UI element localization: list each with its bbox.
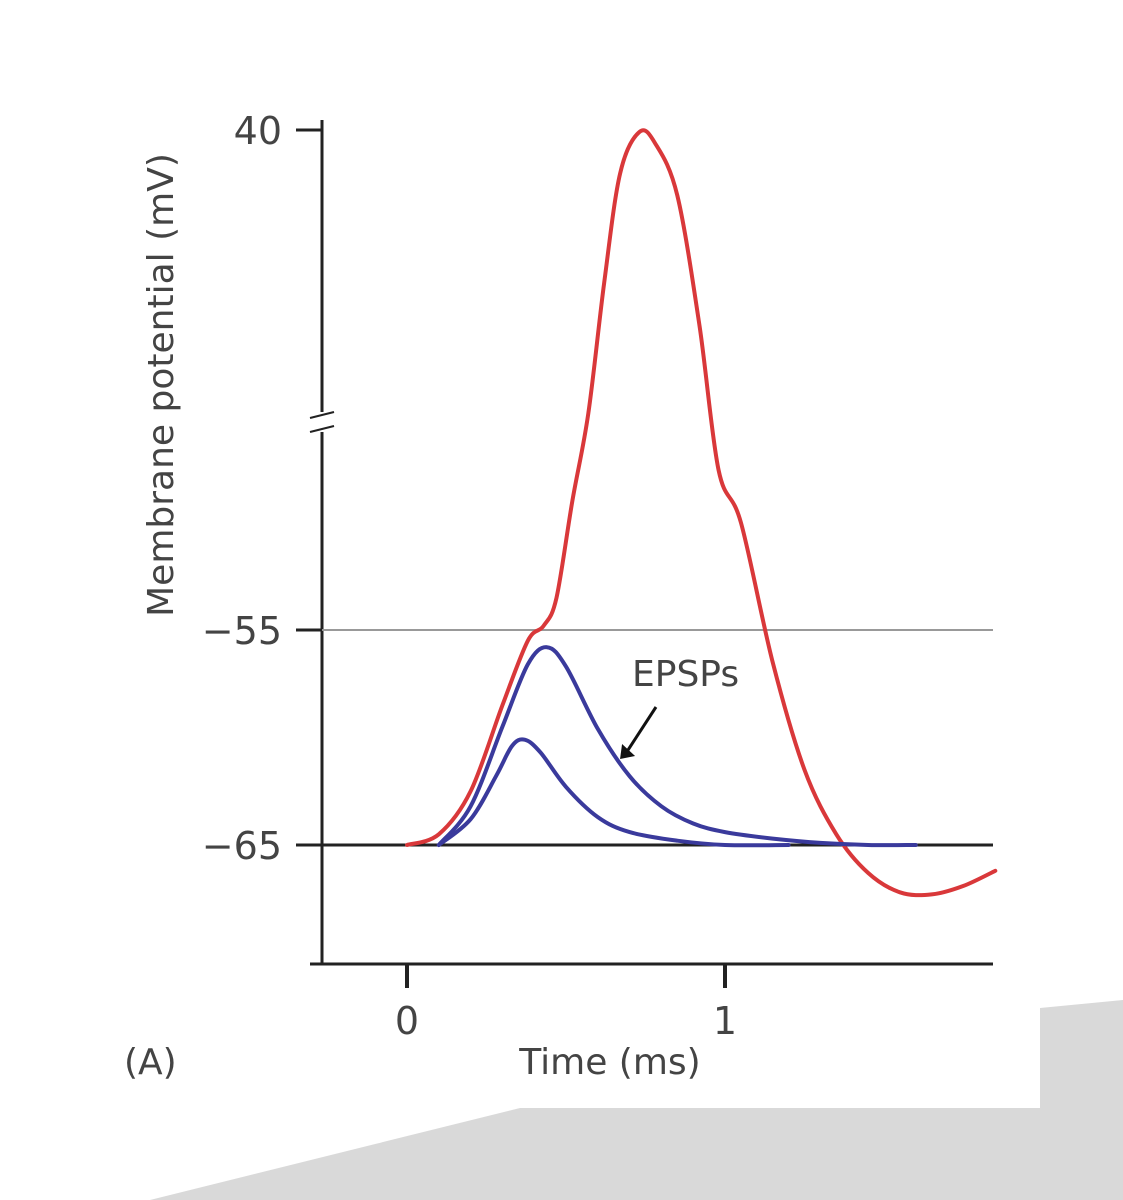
epsps-arrow-head [620, 744, 636, 759]
panel-label: (A) [124, 1042, 177, 1083]
action-potential-curve [405, 128, 998, 898]
series-layer [405, 128, 998, 898]
x-axis-title: Time (ms) [518, 1042, 700, 1083]
x-tick-label: 1 [713, 999, 737, 1043]
epsps-label: EPSPs [632, 654, 739, 695]
y-axis-break-mark-upper [309, 411, 335, 419]
epsp-curve-small [436, 737, 791, 848]
y-tick-label: −55 [202, 609, 282, 653]
epsps-arrow-shaft [624, 706, 658, 754]
x-tick-label: 0 [395, 999, 419, 1043]
epsp-curve-large [436, 645, 918, 848]
background-shape [150, 1000, 1123, 1200]
y-axis-title: Membrane potential (mV) [141, 153, 182, 617]
y-ticks: −65 −55 40 [202, 109, 322, 868]
axes [309, 120, 993, 966]
epsps-arrow [620, 706, 658, 759]
y-tick-label: 40 [234, 109, 282, 153]
y-tick-label: −65 [202, 824, 282, 868]
y-axis-break-mark-lower [309, 425, 335, 433]
